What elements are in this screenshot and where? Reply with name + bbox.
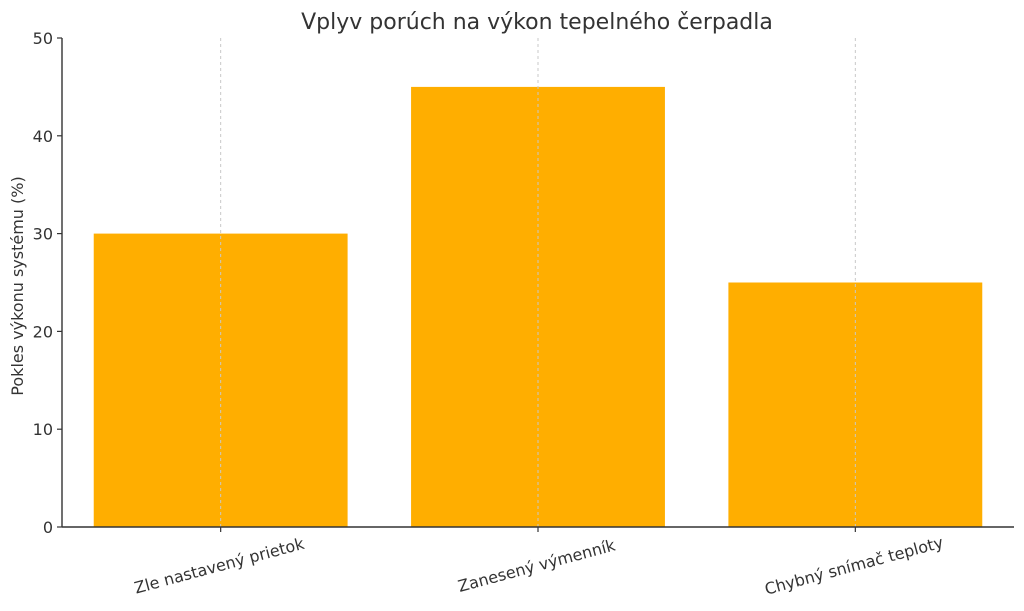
y-tick-label-10: 10	[33, 420, 53, 439]
ticks-layer: 0 10 20 30 40 50	[33, 29, 856, 537]
x-tick-labels: Zle nastavený prietok Zanesený výmenník Ch…	[132, 533, 945, 599]
x-tick-label-1: Zle nastavený prietok	[132, 534, 307, 598]
x-tick-label-3: Chybný snímač teploty	[763, 533, 946, 599]
y-tick-label-0: 0	[43, 518, 53, 537]
y-axis-title: Pokles výkonu systému (%)	[8, 176, 27, 395]
y-tick-label-30: 30	[33, 225, 53, 244]
x-tick-label-2: Zanesený výmenník	[456, 535, 618, 595]
y-tick-label-50: 50	[33, 29, 53, 48]
chart-title: Vplyv porúch na výkon tepelného čerpadla	[301, 10, 773, 35]
bars-layer	[93, 38, 983, 528]
y-tick-label-40: 40	[33, 127, 53, 146]
y-tick-label-20: 20	[33, 322, 53, 341]
